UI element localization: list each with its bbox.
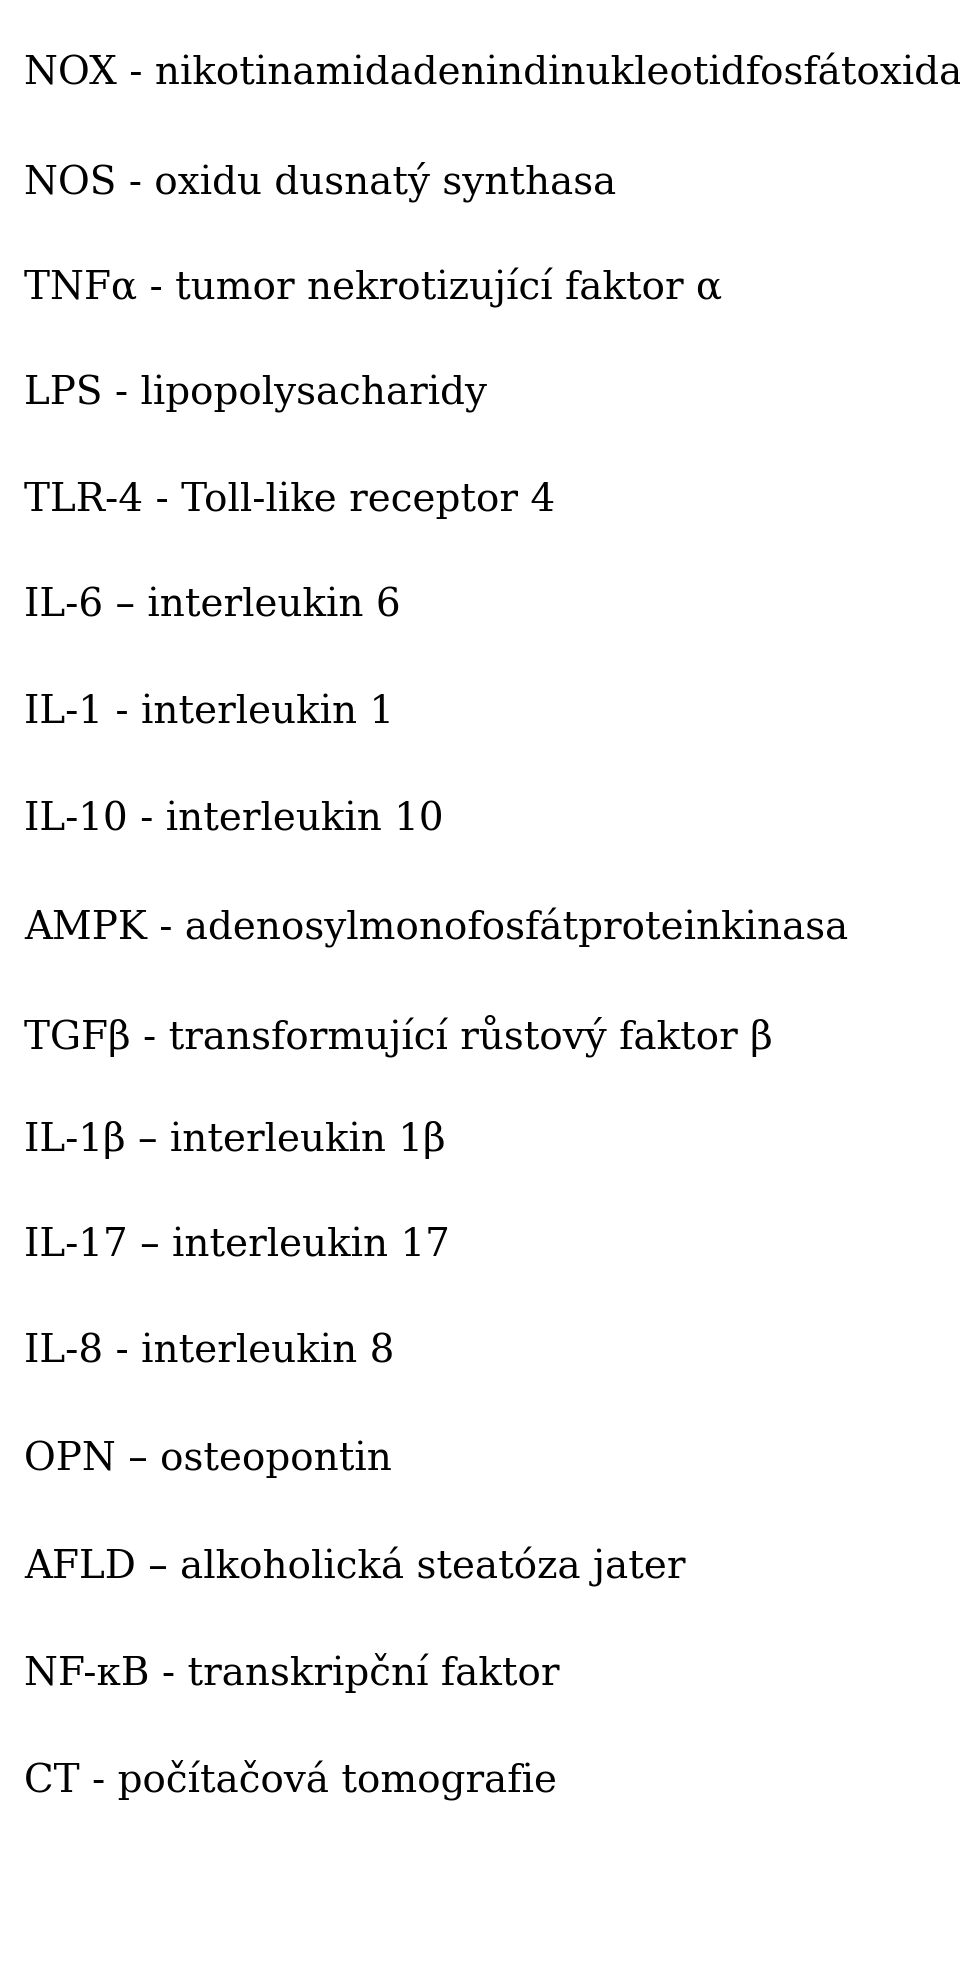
Text: NF-κB - transkripční faktor: NF-κB - transkripční faktor [24, 1653, 560, 1693]
Text: IL-8 - interleukin 8: IL-8 - interleukin 8 [24, 1334, 395, 1371]
Text: NOX - nikotinamidadenindinukleotidfosfátoxidasa: NOX - nikotinamidadenindinukleotidfosfát… [24, 55, 960, 93]
Text: IL-1 - interleukin 1: IL-1 - interleukin 1 [24, 694, 395, 732]
Text: TGFβ - transformující růstový faktor β: TGFβ - transformující růstový faktor β [24, 1014, 773, 1058]
Text: AMPK - adenosylmonofosfátproteinkinasa: AMPK - adenosylmonofosfátproteinkinasa [24, 908, 849, 947]
Text: IL-6 – interleukin 6: IL-6 – interleukin 6 [24, 588, 400, 625]
Text: IL-10 - interleukin 10: IL-10 - interleukin 10 [24, 801, 444, 839]
Text: IL-17 – interleukin 17: IL-17 – interleukin 17 [24, 1227, 450, 1265]
Text: LPS - lipopolysacharidy: LPS - lipopolysacharidy [24, 375, 487, 412]
Text: NOS - oxidu dusnatý synthasa: NOS - oxidu dusnatý synthasa [24, 162, 616, 203]
Text: TNFα - tumor nekrotizující faktor α: TNFα - tumor nekrotizující faktor α [24, 268, 722, 308]
Text: TLR-4 - Toll-like receptor 4: TLR-4 - Toll-like receptor 4 [24, 481, 555, 519]
Text: OPN – osteopontin: OPN – osteopontin [24, 1440, 392, 1478]
Text: AFLD – alkoholická steatóza jater: AFLD – alkoholická steatóza jater [24, 1547, 685, 1586]
Text: CT - počítačová tomografie: CT - počítačová tomografie [24, 1760, 557, 1801]
Text: IL-1β – interleukin 1β: IL-1β – interleukin 1β [24, 1121, 445, 1158]
